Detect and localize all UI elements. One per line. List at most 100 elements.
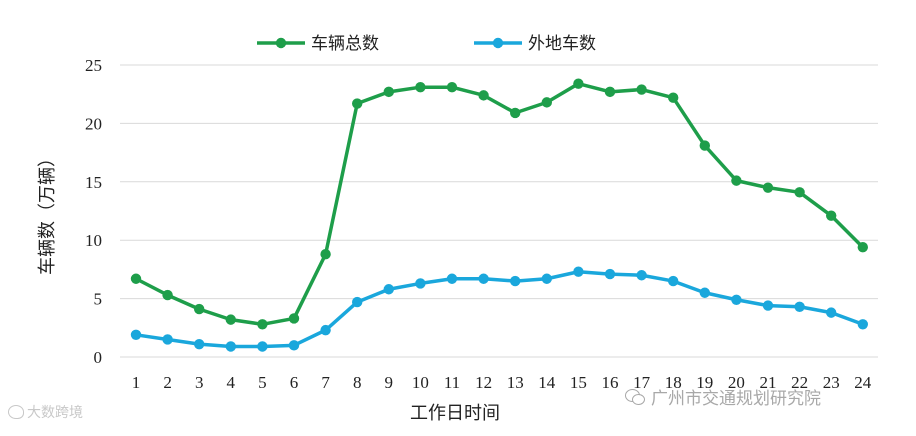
- data-point: [352, 296, 363, 308]
- y-tick-label: 0: [94, 348, 103, 367]
- data-point: [130, 273, 142, 284]
- series-1: [130, 78, 868, 330]
- wechat-icon: [625, 388, 645, 405]
- data-point: [699, 140, 710, 151]
- x-tick-label: 3: [195, 373, 204, 392]
- data-point: [573, 78, 584, 89]
- x-tick-label: 10: [412, 373, 429, 392]
- data-point: [794, 301, 805, 312]
- series-line: [135, 81, 865, 327]
- data-point: [541, 97, 552, 108]
- watermark-right-text: 广州市交通规划研究院: [651, 389, 821, 409]
- data-point: [857, 319, 868, 330]
- legend: 车辆总数 外地车数: [257, 34, 596, 54]
- data-point: [826, 307, 837, 318]
- y-tick-label: 15: [85, 173, 102, 192]
- series: [130, 78, 868, 352]
- legend-label: 外地车数: [528, 34, 596, 54]
- x-tick-label: 15: [570, 373, 587, 392]
- x-tick-label: 9: [385, 373, 394, 392]
- data-point: [636, 270, 647, 281]
- x-tick-label: 6: [290, 373, 299, 392]
- data-point: [668, 275, 679, 287]
- data-point: [415, 81, 426, 93]
- legend-entry: 车辆总数: [257, 34, 379, 54]
- data-point: [762, 182, 774, 193]
- x-tick-label: 2: [163, 373, 172, 392]
- data-point: [446, 273, 458, 284]
- data-point: [826, 210, 837, 221]
- legend-swatch-marker: [492, 37, 504, 49]
- watermark-left-text: 大数跨境: [27, 405, 83, 421]
- x-tick-label: 11: [444, 373, 460, 392]
- data-point: [699, 287, 710, 298]
- data-point: [573, 266, 584, 277]
- watermark-right: 广州市交通规划研究院: [625, 384, 821, 409]
- data-point: [762, 300, 774, 311]
- x-tick-label: 24: [854, 373, 872, 392]
- y-tick-label: 20: [85, 114, 102, 133]
- x-tick-label: 14: [538, 373, 556, 392]
- series-2: [130, 266, 868, 352]
- y-tick-label: 25: [85, 56, 102, 75]
- data-point: [162, 334, 173, 345]
- data-point: [857, 242, 868, 253]
- x-tick-label: 19: [696, 373, 713, 392]
- x-tick-label: 7: [321, 373, 330, 392]
- data-point: [162, 289, 173, 301]
- data-point: [510, 107, 521, 119]
- x-tick-label: 13: [507, 373, 524, 392]
- x-tick-label: 12: [475, 373, 492, 392]
- data-point: [225, 314, 236, 325]
- x-tick-label: 4: [227, 373, 236, 392]
- data-point: [257, 319, 268, 330]
- gridlines: [120, 64, 878, 358]
- data-point: [194, 338, 205, 350]
- data-point: [478, 273, 489, 284]
- data-point: [415, 278, 426, 289]
- x-tick-label: 1: [132, 373, 141, 392]
- y-axis-title: 车辆数（万辆）: [37, 149, 58, 275]
- data-point: [668, 92, 679, 103]
- data-point: [604, 268, 616, 280]
- weibo-icon: [8, 405, 24, 419]
- data-point: [604, 86, 616, 98]
- data-point: [288, 313, 300, 324]
- data-point: [352, 98, 363, 109]
- y-tick-label: 5: [94, 290, 103, 309]
- data-point: [541, 273, 552, 284]
- series-line: [135, 269, 864, 349]
- x-tick-label: 8: [353, 373, 362, 392]
- data-point: [225, 341, 236, 352]
- data-point: [731, 175, 742, 186]
- data-point: [320, 324, 331, 336]
- x-tick-label: 20: [728, 373, 745, 392]
- data-point: [130, 329, 142, 341]
- data-point: [636, 84, 647, 95]
- legend-label: 车辆总数: [311, 34, 379, 54]
- data-point: [794, 187, 805, 198]
- data-point: [446, 81, 458, 93]
- x-tick-label: 21: [760, 373, 777, 392]
- x-tick-label: 17: [633, 373, 651, 392]
- x-tick-label: 22: [791, 373, 808, 392]
- x-tick-label: 16: [602, 373, 619, 392]
- x-tick-label: 5: [258, 373, 267, 392]
- x-tick-label: 18: [665, 373, 682, 392]
- data-point: [194, 303, 205, 315]
- data-point: [510, 275, 521, 287]
- data-point: [320, 249, 331, 260]
- data-point: [731, 294, 742, 305]
- watermark-left: 大数跨境: [8, 402, 83, 422]
- data-point: [383, 284, 394, 295]
- legend-entry: 外地车数: [474, 34, 596, 54]
- y-tick-label: 10: [85, 231, 102, 250]
- data-point: [478, 90, 489, 101]
- data-point: [257, 341, 268, 352]
- data-point: [288, 340, 300, 351]
- x-axis-title: 工作日时间: [410, 403, 500, 424]
- x-tick-label: 23: [823, 373, 840, 392]
- data-point: [383, 86, 394, 98]
